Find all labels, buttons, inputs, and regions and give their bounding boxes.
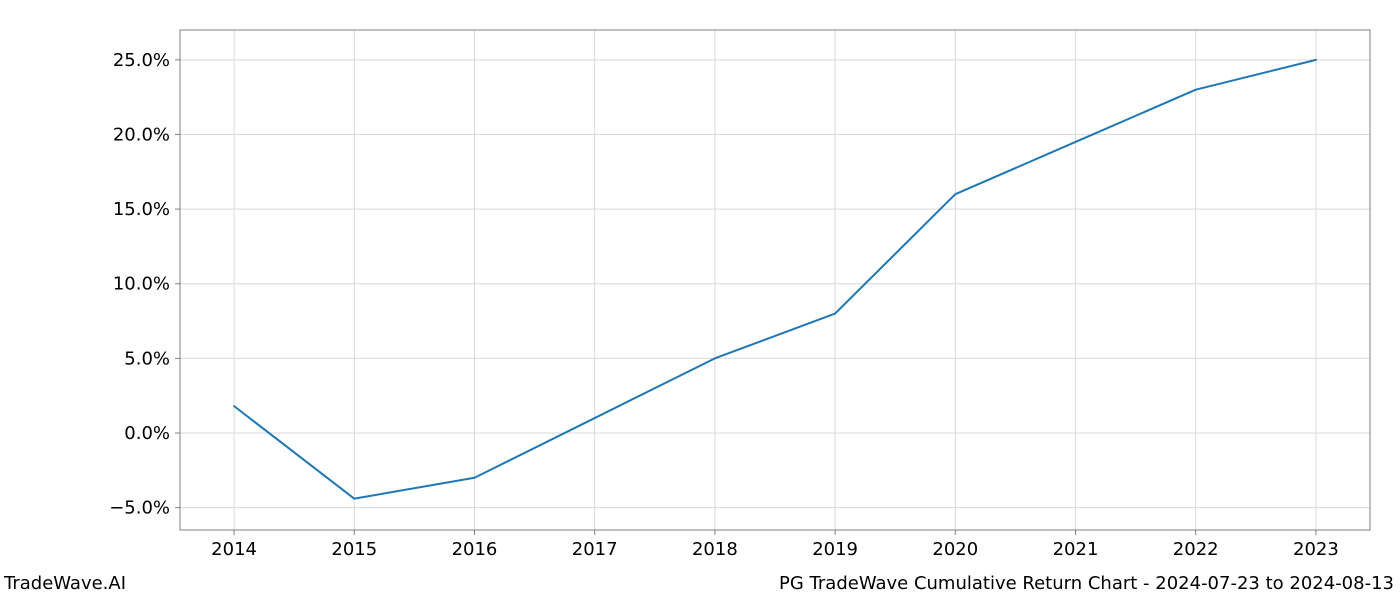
y-tick-label: 10.0% <box>113 274 170 295</box>
x-tick-label: 2021 <box>1053 539 1099 560</box>
y-tick-label: 15.0% <box>113 199 170 220</box>
line-chart: 2014 2015 2016 2017 2018 2019 2020 2021 2022 2023… <box>0 0 1400 600</box>
x-tick-label: 2014 <box>211 539 257 560</box>
y-tick-label: 20.0% <box>113 124 170 145</box>
chart-container: 2014 2015 2016 2017 2018 2019 2020 2021 2022 2023… <box>0 0 1400 600</box>
x-tick-label: 2015 <box>331 539 377 560</box>
x-tick-label: 2019 <box>812 539 858 560</box>
x-tick-label: 2020 <box>932 539 978 560</box>
footer-right-caption: PG TradeWave Cumulative Return Chart - 2… <box>779 573 1394 594</box>
x-tick-label: 2023 <box>1293 539 1339 560</box>
y-tick-label: −5.0% <box>109 498 170 519</box>
y-tick-label: 0.0% <box>124 423 170 444</box>
plot-spines <box>180 30 1370 530</box>
y-tick-label: 5.0% <box>124 348 170 369</box>
x-tick-label: 2018 <box>692 539 738 560</box>
x-tick-label: 2022 <box>1173 539 1219 560</box>
x-tick-label: 2016 <box>452 539 498 560</box>
footer-left-brand: TradeWave.AI <box>4 573 126 594</box>
x-tick-label: 2017 <box>572 539 618 560</box>
y-tick-label: 25.0% <box>113 50 170 71</box>
